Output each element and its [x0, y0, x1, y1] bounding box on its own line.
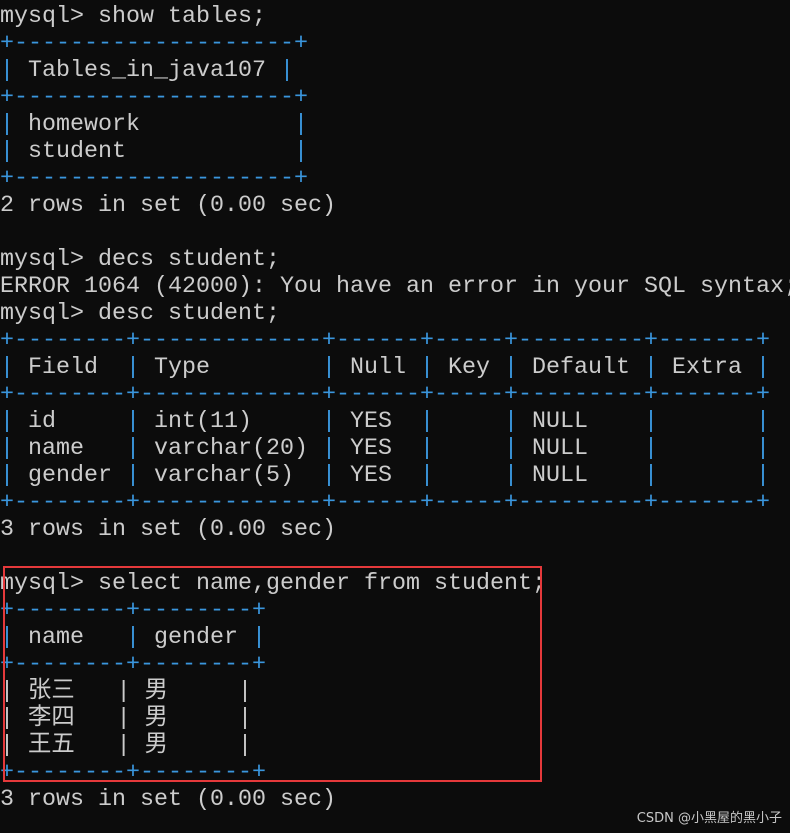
table-line: | id | int(11) | YES | | NULL | |	[0, 409, 770, 435]
terminal-line: ERROR 1064 (42000): You have an error in…	[0, 274, 790, 300]
table-line: +--------------------+	[0, 166, 308, 192]
table-line: | 张三 | 男 |	[0, 679, 252, 705]
table-line: +--------+-------------+------+-----+---…	[0, 490, 770, 516]
table-line: +--------------------+	[0, 85, 308, 111]
terminal-line	[0, 220, 790, 247]
watermark: CSDN @小黑屋的黑小子	[636, 811, 782, 826]
table-line: | 李四 | 男 |	[0, 706, 252, 732]
terminal-line: mysql> show tables;	[0, 4, 266, 30]
terminal-output: mysql> show tables; +--------------------…	[0, 4, 790, 814]
table-line: | name | varchar(20) | YES | | NULL | |	[0, 436, 770, 462]
table-line: +--------+-------------+------+-----+---…	[0, 382, 770, 408]
table-line: | gender | varchar(5) | YES | | NULL | |	[0, 463, 770, 489]
terminal-line: mysql> desc student;	[0, 301, 280, 327]
terminal-line: mysql> select name,gender from student;	[0, 571, 546, 597]
table-line: | student |	[0, 139, 308, 165]
table-line: +--------------------+	[0, 31, 308, 57]
terminal-line: mysql> decs student;	[0, 247, 280, 273]
table-line: | Tables_in_java107 |	[0, 58, 294, 84]
table-line: +--------+-------------+------+-----+---…	[0, 328, 770, 354]
terminal-line: 2 rows in set (0.00 sec)	[0, 193, 336, 219]
table-line: | Field | Type | Null | Key | Default | …	[0, 355, 770, 381]
table-line: | homework |	[0, 112, 308, 138]
highlight-box	[3, 566, 542, 782]
table-line: +--------+--------+	[0, 760, 266, 786]
table-line: +--------+--------+	[0, 598, 266, 624]
terminal-line: 3 rows in set (0.00 sec)	[0, 517, 336, 543]
terminal-line: 3 rows in set (0.00 sec)	[0, 787, 336, 813]
table-line: +--------+--------+	[0, 652, 266, 678]
